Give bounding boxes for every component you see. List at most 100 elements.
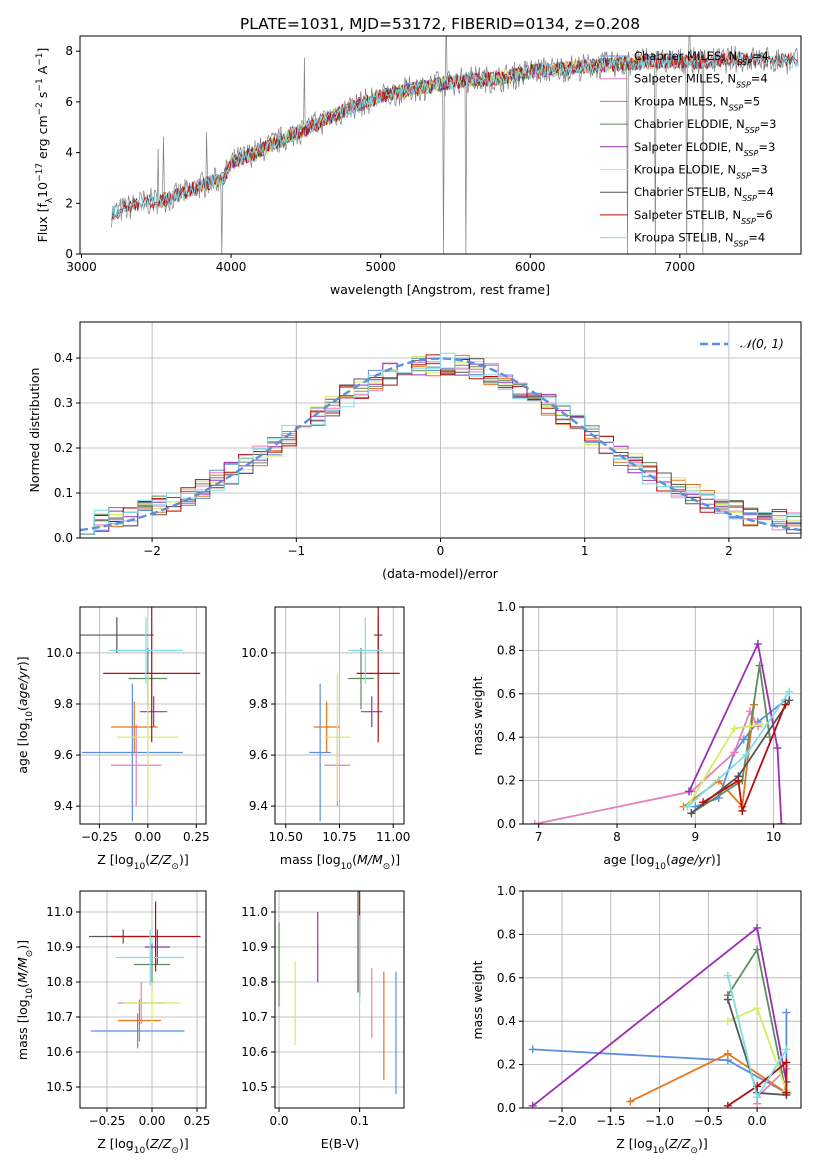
label-part: Z [log (616, 1136, 652, 1151)
label-part: 10 (35, 182, 50, 198)
axes-frame: 10.50 10.75 11.00 9.4 9.6 9.8 10.0 (241, 606, 410, 844)
y-axis-label: mass [log10(M/M⊙)] (15, 940, 35, 1060)
weight-marker (730, 724, 739, 733)
y-tick-label: 0.4 (497, 1014, 516, 1028)
legend-name: Kroupa STELIB, N (634, 231, 734, 245)
y-tick-label: 10.5 (46, 1080, 73, 1094)
weight-marker (685, 787, 694, 796)
legend-name: Salpeter STELIB, N (634, 208, 741, 222)
label-part: −17 (35, 163, 45, 182)
y-tick-label: 10.9 (46, 940, 73, 954)
label-part: )] (698, 1136, 708, 1151)
y-tick-label: 0.2 (54, 441, 73, 455)
weight-marker (723, 995, 732, 1004)
weight-marker (753, 945, 762, 954)
x-tick-label: 10.50 (269, 830, 303, 844)
label-part: Z/Z (668, 1136, 691, 1151)
axes-frame: −0.25 0.00 0.25 9.4 9.6 9.8 10.0 (46, 606, 210, 844)
weight-marker (723, 1049, 732, 1058)
legend-name: Salpeter MILES, N (634, 72, 736, 86)
axes-border (79, 890, 207, 1109)
label-part: M/M (357, 852, 383, 867)
weight-marker (753, 639, 762, 648)
weight-marker (734, 776, 743, 785)
weight-line (688, 640, 783, 824)
x-tick-label: 10.75 (322, 830, 356, 844)
x-tick-label: 5000 (365, 260, 396, 274)
weight-marker (683, 802, 692, 811)
x-tick-label: 9 (691, 830, 699, 844)
axes-border (274, 890, 405, 1109)
legend-sub: SSP (737, 58, 752, 67)
weight-marker (785, 696, 794, 705)
model-spectrum (215, 53, 650, 189)
legend-nssp: =3 (758, 140, 775, 154)
weight-line (686, 723, 762, 808)
weight-marker (782, 1045, 791, 1054)
y-tick-label: 10.7 (241, 1010, 268, 1024)
label-part: 10 (134, 862, 146, 872)
label-part: ( (145, 852, 150, 867)
axes-border (79, 606, 207, 825)
x-tick-label: 0.0 (748, 1114, 767, 1128)
axes-frame: 3000 4000 5000 6000 7000 0 2 4 6 8 (65, 35, 802, 274)
y-axis-label: Normed distribution (27, 368, 42, 493)
label-part: ] (35, 48, 50, 53)
weight-marker (687, 809, 696, 818)
legend-nssp: =4 (752, 49, 769, 63)
label-part: erg cm (35, 115, 50, 163)
y-tick-label: 10.5 (241, 1080, 268, 1094)
weight-marker (753, 1004, 762, 1013)
weight-marker (528, 1101, 537, 1108)
y-axis-label: Flux [fλ10−17 erg cm−2 s−1 A−1] (35, 48, 55, 243)
weight-marker (528, 1045, 537, 1054)
x-tick-label: 0.25 (184, 1114, 211, 1128)
label-part: ⊙ (171, 862, 179, 872)
weight-marker (777, 820, 786, 824)
legend-label: Chabrier ELODIE, NSSP=3 (634, 117, 776, 135)
legend-name: Chabrier MILES, N (634, 49, 737, 63)
legend-sub: SSP (729, 103, 744, 112)
weight-marker (773, 744, 782, 753)
weight-line (534, 708, 759, 824)
y-tick-label: 0.0 (497, 1101, 516, 1115)
legend-label: Salpeter MILES, NSSP=4 (634, 72, 768, 90)
x-tick-label: −1.5 (596, 1114, 625, 1128)
label-part: ( (15, 706, 30, 711)
label-part: )] (15, 940, 30, 950)
plot-area (523, 891, 801, 1108)
x-tick-label: −0.25 (81, 830, 118, 844)
label-part: ( (15, 983, 30, 988)
y-tick-label: 0.2 (497, 774, 516, 788)
x-tick-label: 4000 (216, 260, 247, 274)
y-tick-label: 0.2 (497, 1058, 516, 1072)
y-tick-label: 0 (65, 247, 73, 261)
legend-nssp: =4 (751, 72, 768, 86)
legend-name: Chabrier ELODIE, N (634, 117, 745, 131)
y-tick-label: 10.9 (241, 940, 268, 954)
legend-label: Kroupa ELODIE, NSSP=3 (634, 163, 768, 181)
y-tick-label: 10.7 (46, 1010, 73, 1024)
legend-label: Kroupa STELIB, NSSP=4 (634, 231, 765, 249)
x-axis-label: Z [log10(Z/Z⊙)] (616, 1136, 707, 1156)
model-spectrum (111, 52, 798, 222)
histogram-step (80, 354, 801, 535)
y-tick-label: 9.4 (249, 799, 268, 813)
label-part: s (35, 92, 50, 103)
label-part: age/yr (671, 852, 712, 867)
plot-area (80, 322, 801, 538)
legend-label: Kroupa MILES, NSSP=5 (634, 94, 760, 112)
x-tick-label: 0.00 (134, 830, 161, 844)
axes-frame: −2 −1 0 1 2 0.0 0.1 0.2 0.3 0.4 (54, 321, 802, 558)
plot-area (523, 607, 801, 824)
axes-border (79, 35, 802, 255)
legend-nssp: =3 (751, 163, 768, 177)
legend-nssp: =5 (743, 94, 760, 108)
label-part: −1 (35, 78, 45, 91)
label-part: 10 (134, 1146, 146, 1156)
y-tick-label: 0.6 (497, 687, 516, 701)
legend-sub: SSP (736, 80, 751, 89)
label-part: ⊙ (171, 1146, 179, 1156)
legend-sub: SSP (742, 194, 757, 203)
y-tick-label: 1.0 (497, 600, 516, 614)
